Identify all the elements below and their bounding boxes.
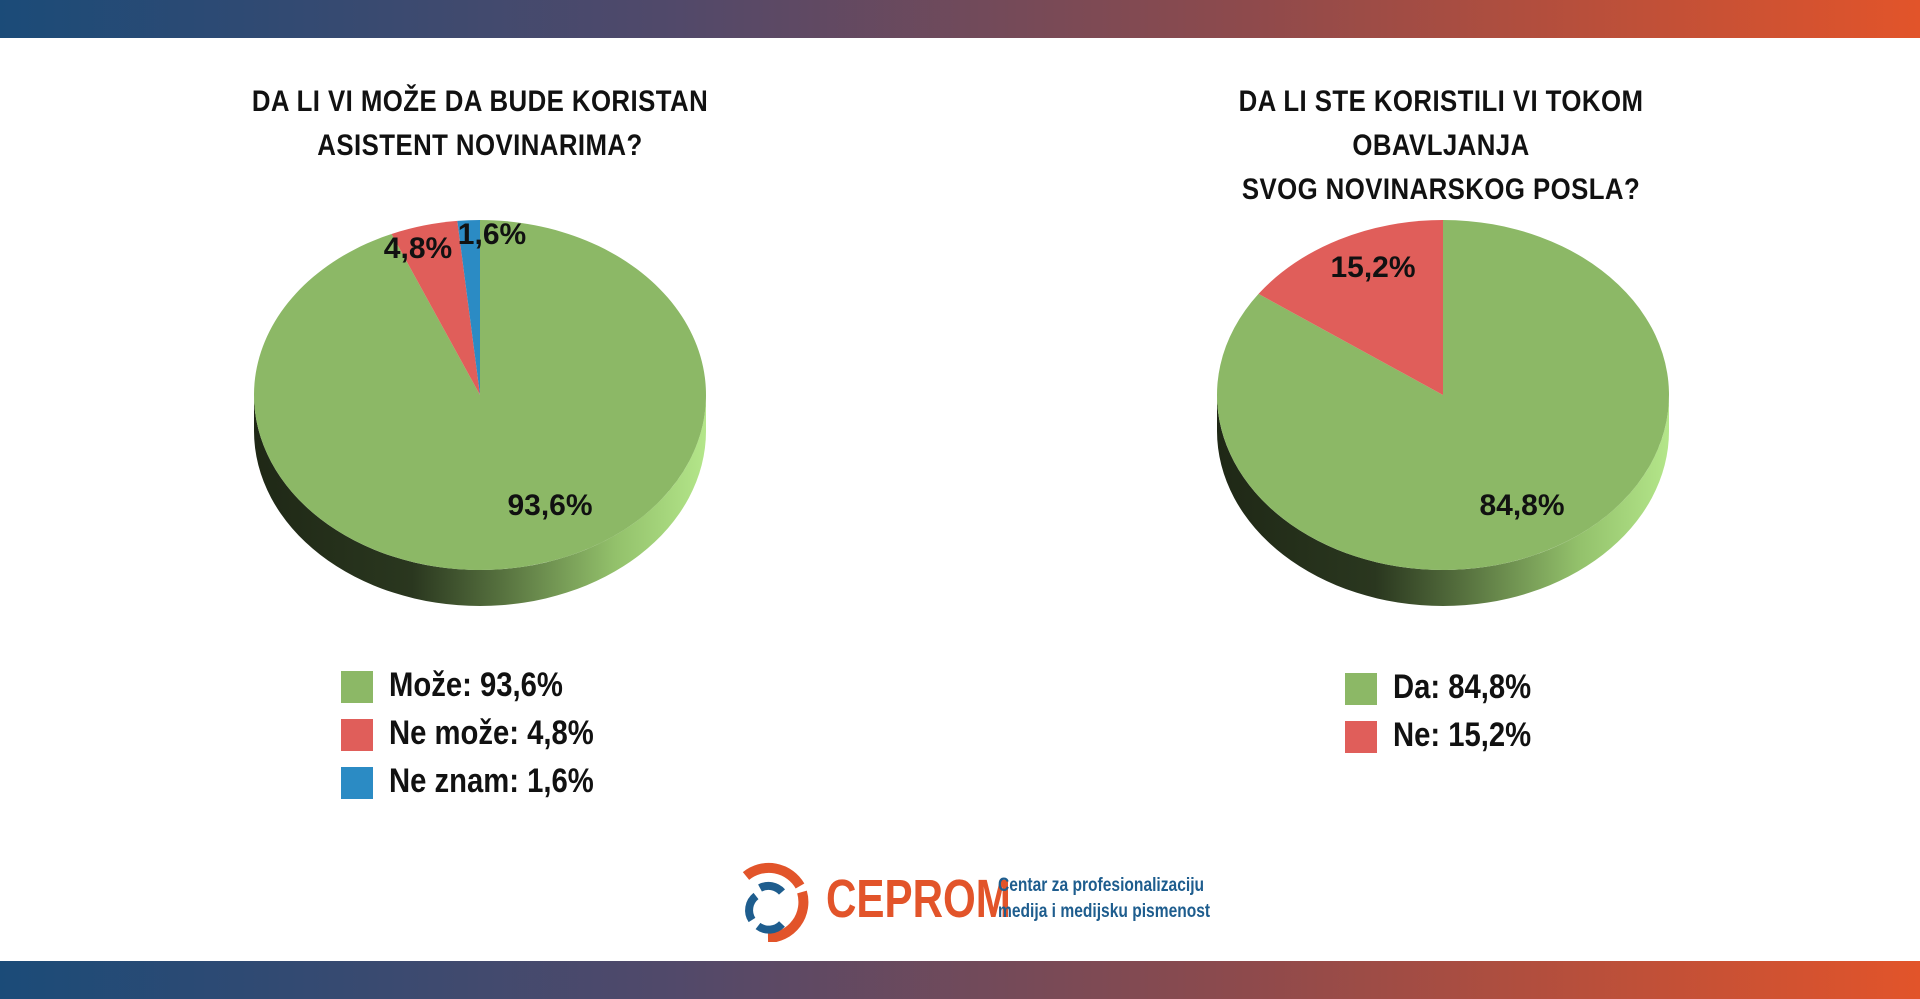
legend-label: Ne može: 4,8% bbox=[389, 714, 594, 752]
logo-tagline-line1: Centar za profesionalizaciju bbox=[998, 875, 1205, 896]
pie-side-band bbox=[254, 395, 706, 606]
logo-name: CEPROM bbox=[826, 869, 1011, 929]
chart-title-right-line2: SVOG NOVINARSKOG POSLA? bbox=[1241, 173, 1641, 206]
pie-slice-može bbox=[254, 220, 707, 570]
legend-label: Ne: 15,2% bbox=[1393, 716, 1532, 754]
pie-data-label: 15,2% bbox=[1330, 251, 1415, 284]
legend-swatch bbox=[341, 719, 373, 751]
ceprom-logo: CEPROM Centar za profesionalizaciju medi… bbox=[730, 860, 1210, 942]
chart-title-right-line1: DA LI STE KORISTILI VI TOKOM OBAVLJANJA bbox=[1238, 85, 1644, 162]
pie-slice-ne bbox=[1258, 220, 1443, 395]
legend-swatch bbox=[1345, 673, 1377, 705]
pie-data-label: 93,6% bbox=[507, 489, 592, 522]
legend-label: Da: 84,8% bbox=[1393, 668, 1532, 706]
pie-side-band bbox=[1217, 395, 1669, 606]
pie-data-label: 1,6% bbox=[458, 218, 526, 251]
pie-data-label: 84,8% bbox=[1479, 489, 1564, 522]
pie-slice-ne-može bbox=[391, 220, 480, 395]
legend-label: Ne znam: 1,6% bbox=[389, 762, 594, 800]
ceprom-logo-icon bbox=[742, 862, 809, 942]
legend-swatch bbox=[1345, 721, 1377, 753]
chart-title-left: DA LI VI MOŽE DA BUDE KORISTAN ASISTENT … bbox=[205, 80, 755, 168]
pie-data-label: 4,8% bbox=[384, 232, 452, 265]
chart-title-left-line2: ASISTENT NOVINARIMA? bbox=[317, 129, 643, 162]
pie-chart-left: 93,6% 4,8% 1,6% bbox=[254, 218, 707, 606]
chart-title-right: DA LI STE KORISTILI VI TOKOM OBAVLJANJA … bbox=[1166, 80, 1716, 212]
chart-title-left-line1: DA LI VI MOŽE DA BUDE KORISTAN bbox=[251, 85, 709, 118]
pie-slice-ne-znam bbox=[457, 220, 480, 395]
legend-swatch bbox=[341, 671, 373, 703]
legend-label: Može: 93,6% bbox=[389, 666, 563, 704]
top-gradient-bar bbox=[0, 0, 1920, 38]
logo-tagline-line2: medija i medijsku pismenost bbox=[998, 901, 1211, 922]
bottom-gradient-bar bbox=[0, 961, 1920, 999]
pie-chart-right: 84,8% 15,2% bbox=[1217, 220, 1669, 606]
legend-swatch bbox=[341, 767, 373, 799]
